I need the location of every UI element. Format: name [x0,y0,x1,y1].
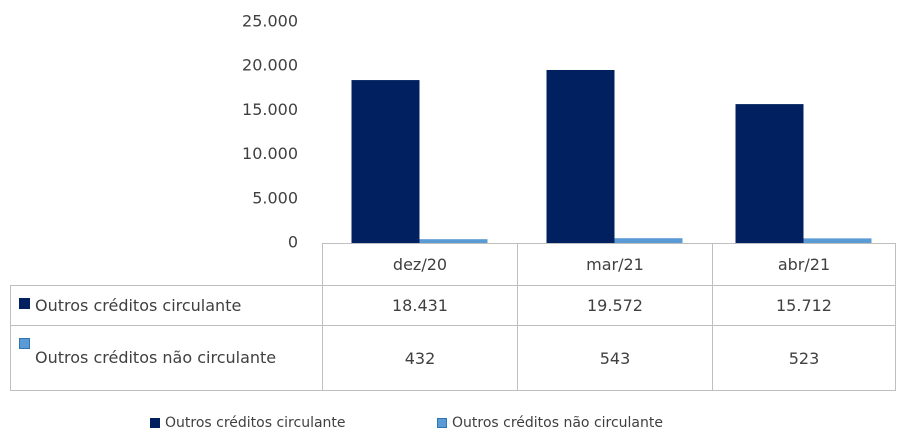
y-tick-label: 0 [288,233,298,252]
data-label: 523 [788,348,820,368]
y-tick-label: 20.000 [242,56,298,75]
table-header-cell: mar/21 [517,243,713,286]
bar [735,104,804,243]
y-tick-label: 5.000 [252,188,298,207]
table-value-cell: 543 [517,325,713,391]
bar [546,69,615,243]
legend-item: Outros créditos circulante [150,413,346,433]
data-label: 19.572 [587,296,643,315]
legend-item: Outros créditos não circulante [437,413,663,433]
y-tick-label: 15.000 [242,100,298,119]
data-label: 543 [599,348,631,368]
bar [803,238,872,243]
x-tick-label: dez/20 [392,255,448,274]
legend-swatch [437,418,447,428]
series-name: Outros créditos não circulante [35,348,277,367]
data-label: 18.431 [392,296,448,315]
legend-swatch [19,338,30,349]
table-header-cell: dez/20 [322,243,518,286]
series-name: Outros créditos circulante [35,295,242,315]
legend-label: Outros créditos não circulante [452,415,663,431]
table-row-header: Outros créditos não circulante [10,325,323,391]
x-tick-label: mar/21 [586,255,644,274]
legend-label: Outros créditos circulante [165,415,346,431]
x-tick-label: abr/21 [777,255,831,274]
data-label: 15.712 [776,296,832,315]
table-header-cell: abr/21 [712,243,896,286]
y-tick-label: 10.000 [242,144,298,163]
table-value-cell: 18.431 [322,285,518,326]
bar [419,239,488,243]
table-value-cell: 523 [712,325,896,391]
data-label: 432 [404,348,436,368]
bar [351,80,420,243]
legend-swatch [19,298,30,309]
table-value-cell: 432 [322,325,518,391]
bar [614,238,683,243]
table-value-cell: 19.572 [517,285,713,326]
legend-swatch [150,418,160,428]
table-value-cell: 15.712 [712,285,896,326]
table-row-header: Outros créditos circulante [10,285,323,326]
y-tick-label: 25.000 [242,12,298,31]
